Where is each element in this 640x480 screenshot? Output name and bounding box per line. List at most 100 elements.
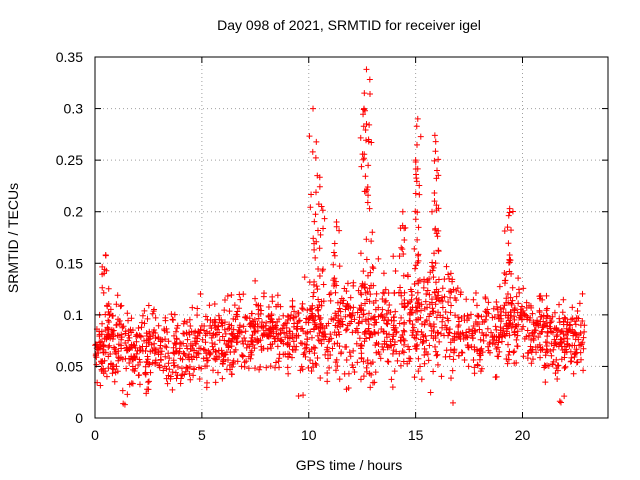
data-point — [509, 284, 516, 291]
data-point — [382, 286, 389, 293]
data-point — [421, 321, 428, 328]
data-point — [152, 359, 159, 366]
data-point — [145, 378, 152, 385]
data-point — [400, 272, 407, 279]
data-point — [368, 360, 375, 367]
data-point — [365, 192, 372, 199]
data-point — [130, 341, 137, 348]
data-point — [417, 133, 424, 140]
data-point — [476, 352, 483, 359]
data-point — [372, 297, 379, 304]
data-point — [430, 368, 437, 375]
data-point — [306, 133, 313, 140]
data-point — [501, 269, 508, 276]
data-point — [447, 309, 454, 316]
data-point — [293, 313, 300, 320]
data-point — [207, 350, 214, 357]
data-point — [382, 314, 389, 321]
data-point — [135, 372, 142, 379]
data-point — [100, 289, 107, 296]
data-point — [485, 299, 492, 306]
data-point — [219, 320, 226, 327]
data-point — [580, 367, 587, 374]
data-point — [581, 322, 588, 329]
data-point — [428, 299, 435, 306]
data-point — [544, 333, 551, 340]
data-point — [190, 365, 197, 372]
data-point — [373, 339, 380, 346]
data-point — [313, 283, 320, 290]
data-point — [399, 348, 406, 355]
data-point — [362, 173, 369, 180]
data-point — [283, 330, 290, 337]
data-point — [328, 316, 335, 323]
data-point — [386, 331, 393, 338]
data-point — [517, 306, 524, 313]
data-point — [238, 329, 245, 336]
data-point — [339, 300, 346, 307]
data-point — [147, 369, 154, 376]
data-point — [124, 310, 131, 317]
data-point — [414, 300, 421, 307]
data-point — [443, 326, 450, 333]
data-point — [484, 325, 491, 332]
data-point — [254, 335, 261, 342]
data-point — [394, 357, 401, 364]
data-point — [518, 326, 525, 333]
data-point — [423, 337, 430, 344]
data-point — [567, 328, 574, 335]
data-point — [355, 287, 362, 294]
data-point — [431, 189, 438, 196]
data-point — [572, 336, 579, 343]
data-point — [152, 346, 159, 353]
data-point — [399, 208, 406, 215]
data-point — [449, 367, 456, 374]
data-point — [155, 322, 162, 329]
data-point — [406, 310, 413, 317]
data-point — [561, 315, 568, 322]
data-point — [438, 294, 445, 301]
data-point — [341, 285, 348, 292]
data-point — [423, 348, 430, 355]
data-point — [110, 333, 117, 340]
data-point — [194, 312, 201, 319]
data-point — [493, 298, 500, 305]
data-point — [513, 336, 520, 343]
data-point — [364, 199, 371, 206]
data-point — [311, 218, 318, 225]
data-point — [336, 376, 343, 383]
data-point — [573, 359, 580, 366]
data-point — [224, 356, 231, 363]
data-point — [418, 301, 425, 308]
data-point — [157, 351, 164, 358]
data-point — [128, 315, 135, 322]
data-point — [364, 288, 371, 295]
data-point — [218, 319, 225, 326]
data-point — [251, 345, 258, 352]
data-point — [118, 302, 125, 309]
data-point — [174, 325, 181, 332]
data-point — [131, 354, 138, 361]
data-point — [211, 355, 218, 362]
data-point — [302, 330, 309, 337]
data-point — [430, 274, 437, 281]
data-point — [401, 304, 408, 311]
data-point — [412, 157, 419, 164]
data-point — [267, 341, 274, 348]
data-point — [105, 300, 112, 307]
data-point — [573, 346, 580, 353]
data-point — [572, 321, 579, 328]
data-point — [505, 356, 512, 363]
data-point — [530, 335, 537, 342]
data-point — [313, 138, 320, 145]
data-point — [345, 385, 352, 392]
data-point — [307, 204, 314, 211]
data-point — [518, 309, 525, 316]
data-point — [409, 332, 416, 339]
data-point — [501, 332, 508, 339]
data-point — [437, 330, 444, 337]
data-point — [297, 340, 304, 347]
data-point — [160, 367, 167, 374]
data-point — [114, 368, 121, 375]
data-point — [180, 350, 187, 357]
